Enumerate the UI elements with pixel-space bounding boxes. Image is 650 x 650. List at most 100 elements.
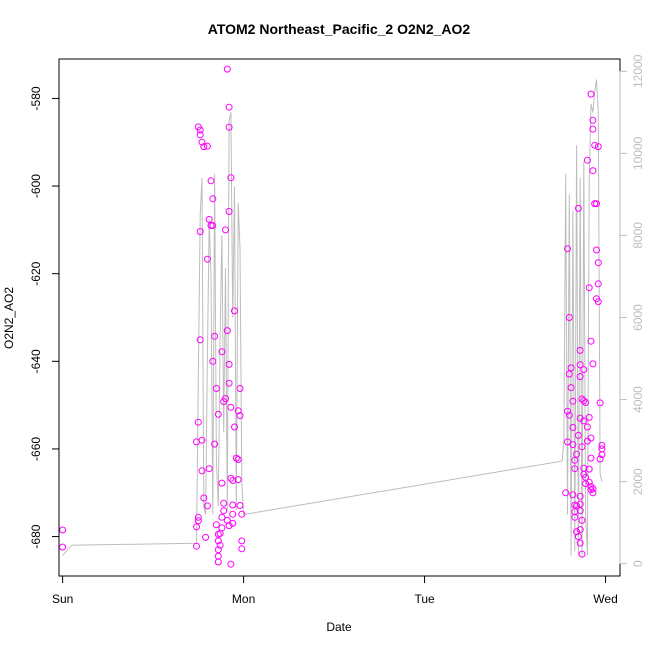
- data-point: [576, 500, 584, 508]
- data-point: [196, 131, 204, 139]
- data-point: [593, 246, 600, 254]
- data-point: [576, 526, 584, 534]
- data-point: [198, 436, 206, 444]
- data-point: [598, 451, 606, 459]
- data-point: [562, 489, 570, 497]
- data-point: [205, 465, 213, 473]
- data-point: [212, 521, 220, 529]
- x-axis: Sun Mon Tue Wed: [52, 575, 618, 606]
- data-point: [229, 519, 237, 527]
- y-tick-label: -660: [29, 437, 43, 461]
- data-point: [564, 245, 571, 253]
- data-point: [587, 454, 595, 462]
- data-point: [571, 513, 579, 521]
- data-point: [585, 284, 593, 292]
- y2-tick-label: 6000: [631, 304, 645, 331]
- data-point: [587, 337, 595, 345]
- data-point: [205, 215, 213, 223]
- data-point: [578, 395, 586, 403]
- y2-tick-label: 0: [631, 560, 645, 567]
- data-point: [576, 373, 584, 381]
- data-point: [567, 384, 575, 392]
- data-point: [218, 479, 226, 487]
- data-point: [225, 208, 233, 215]
- y2-tick-label: 4000: [631, 386, 645, 413]
- data-point: [598, 441, 606, 449]
- right-axis-series-layer: [62, 79, 603, 556]
- x-tick-label: Mon: [232, 592, 255, 606]
- data-point: [200, 143, 208, 151]
- data-point: [216, 541, 224, 549]
- data-point: [223, 327, 231, 335]
- data-point: [227, 474, 235, 482]
- y2-tick-label: 10000: [631, 136, 645, 170]
- data-point: [193, 542, 200, 550]
- data-point: [594, 280, 602, 288]
- data-point: [220, 507, 228, 515]
- data-point: [589, 489, 597, 497]
- data-point: [227, 560, 235, 568]
- data-point: [594, 143, 602, 151]
- data-point: [218, 524, 226, 532]
- data-point: [593, 200, 600, 208]
- data-point: [222, 226, 229, 234]
- data-point: [214, 410, 222, 418]
- data-point: [231, 423, 238, 431]
- data-point: [223, 65, 231, 73]
- data-point: [580, 417, 588, 425]
- data-point: [585, 413, 593, 421]
- data-point: [589, 116, 597, 124]
- data-point: [203, 142, 211, 150]
- y-tick-label: -640: [29, 349, 43, 373]
- data-point: [238, 537, 246, 545]
- data-point: [227, 174, 235, 182]
- data-point: [209, 222, 217, 229]
- data-point: [567, 364, 575, 372]
- y-tick-label: -580: [29, 86, 43, 110]
- data-point: [587, 483, 595, 491]
- data-point: [573, 528, 581, 536]
- data-point: [576, 492, 584, 500]
- data-point: [225, 360, 233, 368]
- data-point: [209, 357, 217, 365]
- data-point: [569, 491, 577, 499]
- data-point: [218, 513, 226, 521]
- data-point: [203, 255, 211, 263]
- data-point: [198, 467, 206, 475]
- data-point: [578, 516, 586, 524]
- data-point: [202, 533, 210, 541]
- chart-title: ATOM2 Northeast_Pacific_2 O2N2_AO2: [208, 21, 471, 37]
- data-point: [194, 513, 202, 521]
- data-point: [225, 103, 233, 111]
- data-point: [591, 141, 599, 149]
- data-point: [589, 485, 597, 493]
- data-point: [571, 465, 579, 473]
- data-point: [196, 336, 204, 344]
- data-point: [585, 465, 593, 473]
- data-point: [238, 545, 246, 553]
- y-axis-label: O2N2_AO2: [2, 287, 16, 349]
- data-point: [225, 379, 233, 387]
- data-point: [582, 399, 590, 406]
- data-point: [596, 399, 604, 407]
- data-point: [578, 443, 586, 451]
- data-point: [580, 366, 588, 374]
- data-point: [236, 385, 244, 392]
- data-point: [565, 411, 573, 419]
- y2-tick-label: 2000: [631, 468, 645, 495]
- x-tick-label: Sun: [52, 592, 73, 606]
- data-point: [234, 456, 242, 463]
- data-point: [59, 526, 67, 534]
- data-point: [589, 360, 597, 368]
- data-point: [214, 558, 222, 566]
- data-point: [200, 494, 208, 502]
- data-point: [596, 455, 604, 463]
- y-axis-right: 0 2000 4000 6000 8000 10000 12000: [619, 54, 645, 567]
- data-point: [198, 138, 206, 146]
- data-point: [194, 517, 202, 525]
- data-point: [212, 385, 220, 392]
- data-point: [582, 480, 590, 488]
- points-layer: [59, 65, 606, 568]
- data-point: [236, 412, 244, 420]
